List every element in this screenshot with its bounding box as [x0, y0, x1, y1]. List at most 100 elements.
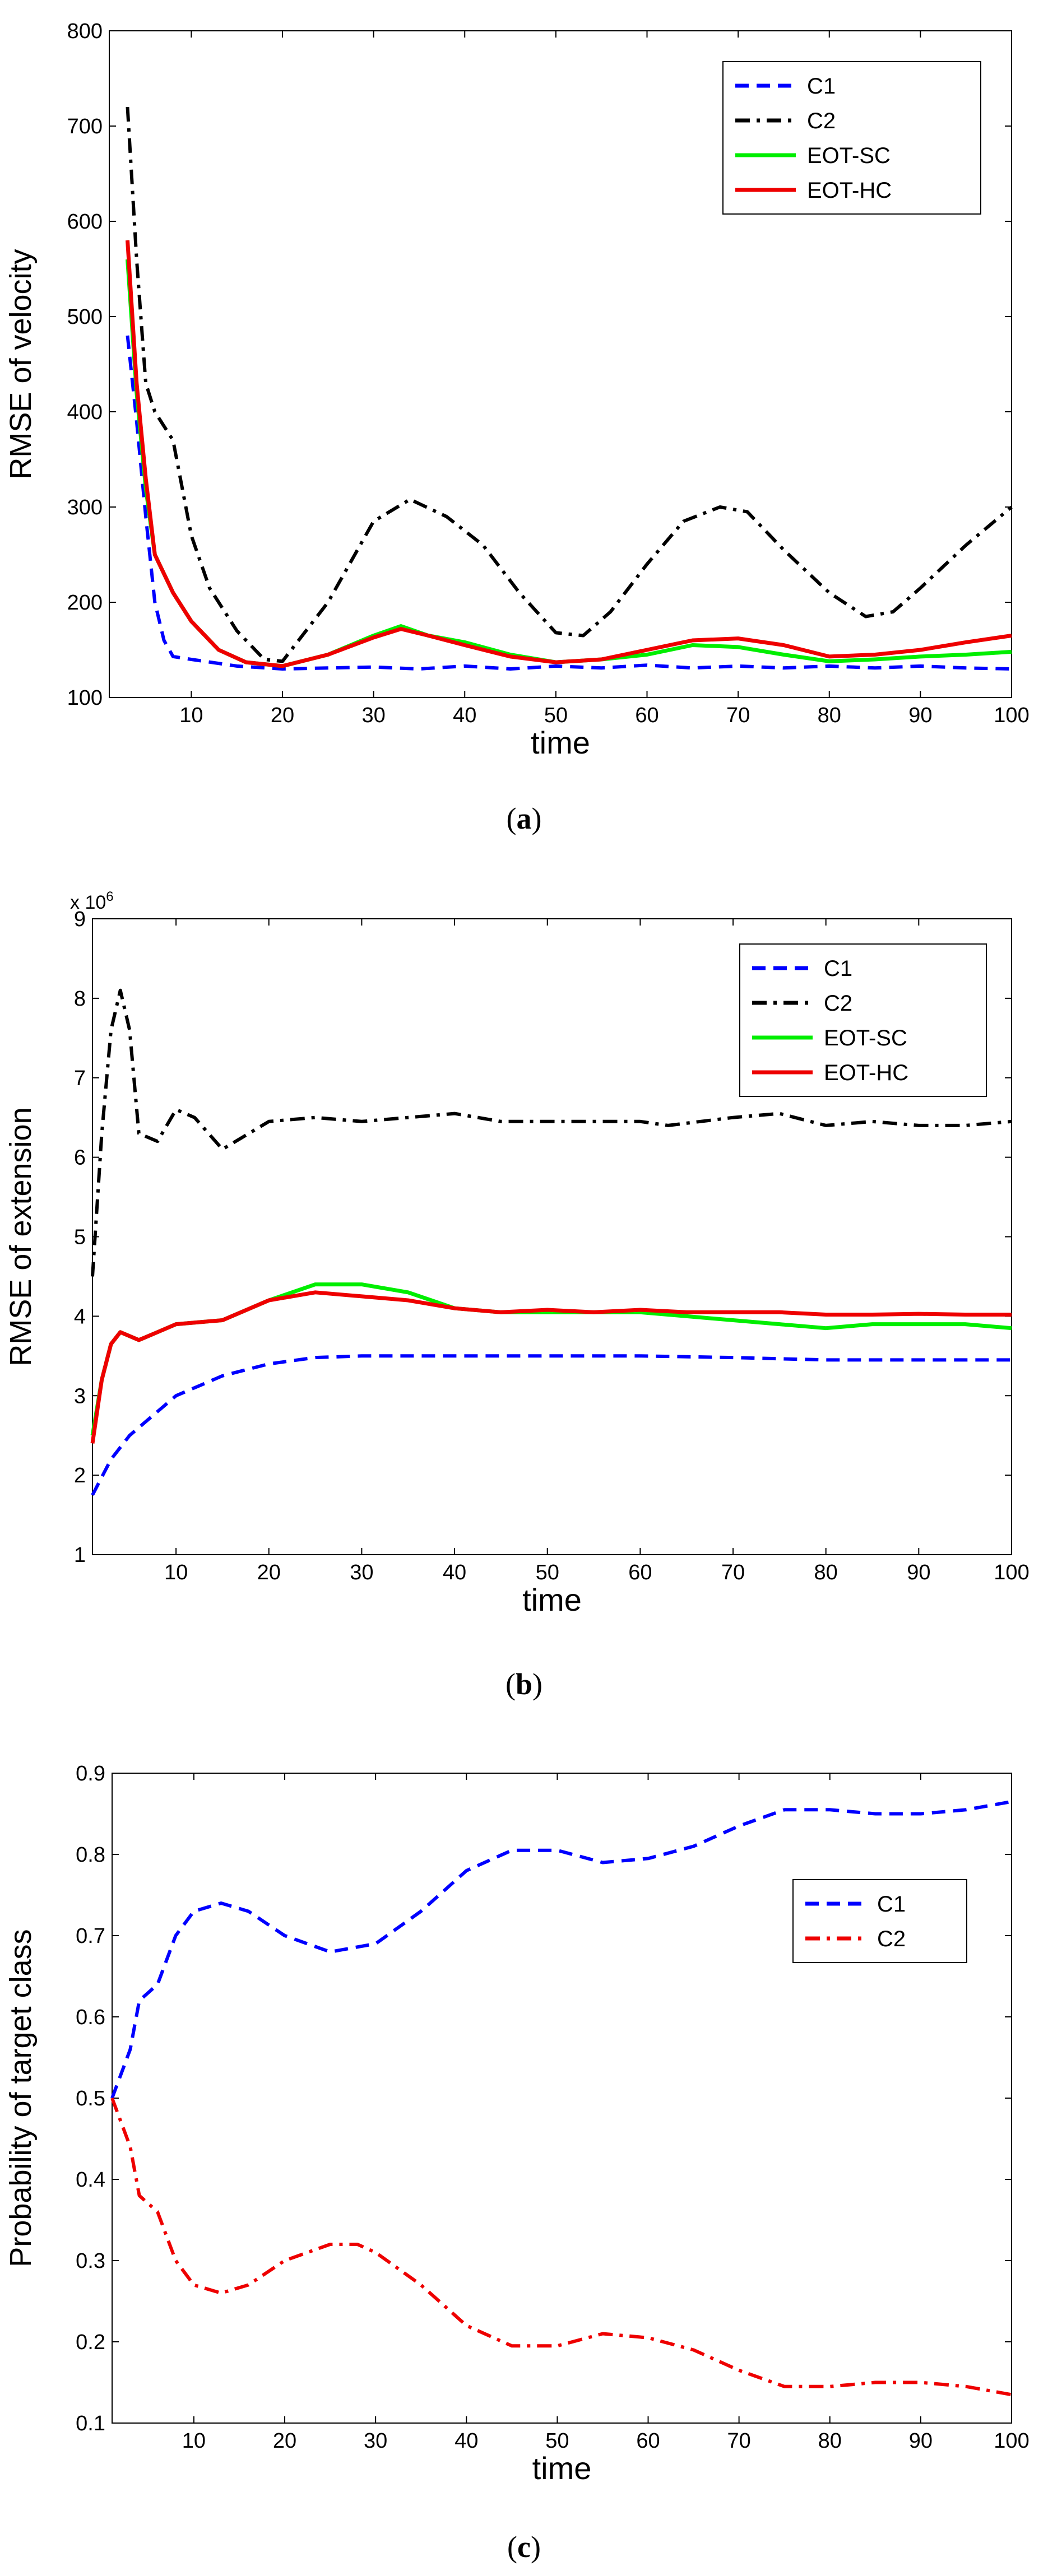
x-tick-label: 40 — [455, 2429, 478, 2453]
x-tick-label: 10 — [182, 2429, 206, 2453]
y-tick-label: 2 — [74, 1464, 86, 1487]
legend-box — [792, 1879, 967, 1963]
caption-c-letter: c — [517, 2530, 531, 2564]
caption-b-letter: b — [515, 1667, 533, 1701]
legend-label: EOT-HC — [824, 1061, 908, 1085]
y-tick-label: 1 — [74, 1543, 86, 1567]
caption-b: (b) — [0, 1667, 1048, 1701]
caption-a-letter: a — [516, 802, 532, 835]
y-tick-label: 0.5 — [76, 2087, 105, 2110]
series-line-c1 — [110, 1800, 1012, 2099]
legend-label: C2 — [824, 991, 852, 1016]
caption-a: (a) — [0, 801, 1048, 836]
x-tick-label: 90 — [908, 704, 932, 727]
caption-b-close: ) — [532, 1667, 542, 1701]
series-line-eot-hc — [90, 1290, 1012, 1444]
y-exponent-label: x 106 — [70, 889, 114, 913]
x-tick-label: 50 — [545, 2429, 569, 2453]
x-tick-label: 50 — [544, 704, 568, 727]
chart-extension: 10 20 30 40 50 60 70 80 90 100 1 2 3 4 5 6 7 8 9 time RMSE o… — [4, 889, 1030, 1617]
y-tick-label: 100 — [67, 686, 103, 710]
y-tick-label: 5 — [74, 1226, 86, 1249]
series-line-eot-hc — [126, 240, 1012, 668]
legend-label: C2 — [807, 109, 836, 133]
legend-label: EOT-SC — [807, 143, 891, 168]
x-tick-label: 60 — [636, 2429, 660, 2453]
x-axis-label: time — [531, 725, 590, 760]
y-axis-label: RMSE of extension — [4, 1107, 38, 1366]
y-tick-label: 0.8 — [76, 1843, 105, 1867]
y-exponent-base: x 10 — [70, 892, 106, 913]
x-axis-label: time — [522, 1582, 582, 1617]
caption-b-open: ( — [505, 1667, 516, 1701]
caption-c: (c) — [0, 2529, 1048, 2564]
chart-probability: 10 20 30 40 50 60 70 80 90 100 0.1 0.2 0.3 0.4 0.5 0.6 0… — [4, 1762, 1030, 2486]
y-exponent-power: 6 — [106, 889, 113, 904]
caption-c-close: ) — [530, 2530, 541, 2564]
y-tick-label: 700 — [67, 115, 103, 138]
x-tick-label: 70 — [721, 1561, 745, 1584]
legend: C1 C2 EOT-SC EOT-HC — [722, 61, 981, 215]
y-tick-label: 6 — [74, 1146, 86, 1170]
legend-label: C1 — [877, 1892, 906, 1917]
x-tick-label: 90 — [909, 2429, 933, 2453]
x-tick-label: 20 — [273, 2429, 296, 2453]
x-tick-label: 50 — [536, 1561, 559, 1584]
x-tick-label: 20 — [271, 704, 294, 727]
y-axis-label: RMSE of velocity — [4, 249, 38, 479]
x-tick-label: 90 — [907, 1561, 930, 1584]
caption-a-open: ( — [506, 802, 517, 835]
x-tick-label: 10 — [164, 1561, 188, 1584]
x-tick-label: 20 — [257, 1561, 281, 1584]
x-tick-label: 70 — [727, 2429, 750, 2453]
chart-velocity: 10 20 30 40 50 60 70 80 90 100 100 200 300 400 500 600 7… — [4, 20, 1030, 760]
legend-label: C2 — [877, 1927, 906, 1951]
y-tick-label: 9 — [74, 908, 86, 931]
y-tick-label: 300 — [67, 496, 103, 519]
y-tick-label: 3 — [74, 1384, 86, 1408]
y-tick-label: 8 — [74, 987, 86, 1011]
y-tick-label: 0.1 — [76, 2412, 105, 2435]
legend-label: EOT-SC — [824, 1026, 907, 1050]
legend: C1 C2 EOT-SC EOT-HC — [739, 943, 987, 1097]
x-tick-label: 60 — [628, 1561, 652, 1584]
caption-c-open: ( — [507, 2530, 518, 2564]
y-tick-label: 0.2 — [76, 2331, 105, 2354]
y-tick-label: 200 — [67, 591, 103, 615]
plot-frame — [112, 1773, 1012, 2424]
y-tick-label: 600 — [67, 210, 103, 234]
x-tick-label: 80 — [818, 704, 841, 727]
y-tick-label: 0.3 — [76, 2249, 105, 2273]
y-axis-label: Probability of target class — [4, 1929, 38, 2267]
series-line-c2 — [110, 2097, 1012, 2397]
caption-a-close: ) — [531, 802, 542, 835]
y-tick-label: 0.6 — [76, 2006, 105, 2029]
legend-label: C1 — [824, 956, 852, 981]
x-tick-label: 40 — [453, 704, 476, 727]
y-tick-label: 0.9 — [76, 1762, 105, 1785]
y-tick-label: 0.7 — [76, 1924, 105, 1948]
y-tick-label: 800 — [67, 20, 103, 43]
series-line-c2 — [91, 988, 1012, 1277]
x-tick-label: 70 — [726, 704, 750, 727]
plot-frame — [109, 30, 1012, 698]
x-tick-label: 30 — [350, 1561, 373, 1584]
series-line-eot-sc — [126, 259, 1012, 668]
x-tick-label: 10 — [179, 704, 203, 727]
x-axis-label: time — [532, 2451, 592, 2486]
x-tick-label: 100 — [994, 1561, 1029, 1584]
y-tick-label: 4 — [74, 1305, 86, 1328]
series-line-c1 — [91, 1354, 1012, 1496]
y-tick-label: 400 — [67, 401, 103, 424]
x-tick-label: 30 — [364, 2429, 387, 2453]
x-tick-label: 80 — [818, 2429, 842, 2453]
legend-label: EOT-HC — [807, 178, 892, 203]
x-tick-label: 60 — [635, 704, 659, 727]
x-tick-label: 40 — [443, 1561, 466, 1584]
y-tick-label: 500 — [67, 305, 103, 329]
x-tick-label: 100 — [994, 2429, 1029, 2453]
x-tick-label: 80 — [814, 1561, 838, 1584]
y-tick-label: 7 — [74, 1067, 86, 1090]
